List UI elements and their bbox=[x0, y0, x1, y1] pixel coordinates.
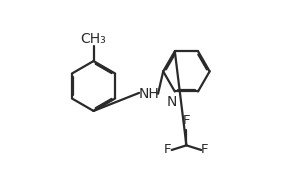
Text: N: N bbox=[167, 95, 178, 109]
Text: CH₃: CH₃ bbox=[80, 32, 105, 46]
Text: F: F bbox=[201, 143, 209, 157]
Text: F: F bbox=[183, 114, 190, 127]
Text: F: F bbox=[164, 143, 172, 157]
Text: NH: NH bbox=[138, 87, 159, 101]
